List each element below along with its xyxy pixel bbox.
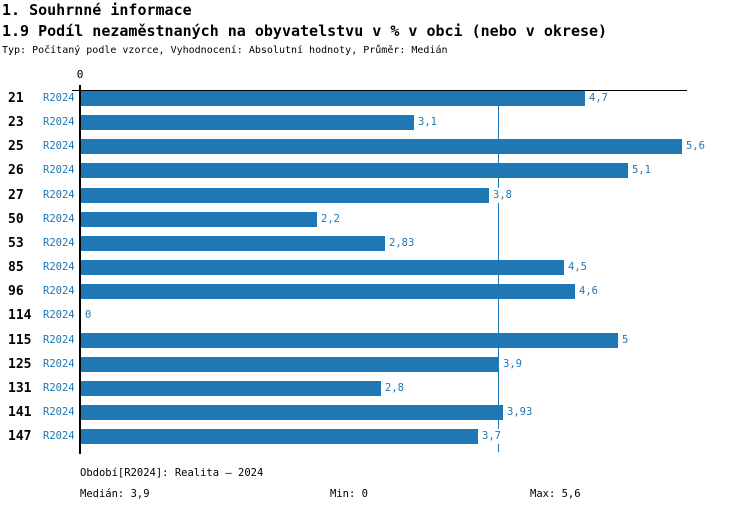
- period-tag: R2024: [43, 140, 75, 152]
- category-label: 96: [8, 284, 24, 299]
- bar: [81, 284, 575, 299]
- period-label: Období[R2024]: Realita – 2024: [80, 467, 264, 479]
- bar: [81, 139, 682, 154]
- bar-row: 96 R2024 4,6: [0, 284, 750, 299]
- category-label: 50: [8, 212, 24, 227]
- bar-row: 25 R2024 5,6: [0, 139, 750, 154]
- bar: [81, 260, 564, 275]
- bar-row: 23 R2024 3,1: [0, 115, 750, 130]
- bar-row: 141 R2024 3,93: [0, 405, 750, 420]
- x-axis-zero-label: 0: [76, 68, 84, 81]
- bar: [81, 115, 414, 130]
- category-label: 53: [8, 236, 24, 251]
- category-label: 25: [8, 139, 24, 154]
- bar-value-label: 5,1: [631, 163, 652, 178]
- chart-title: 1.9 Podíl nezaměstnaných na obyvatelstvu…: [2, 22, 608, 40]
- bar: [81, 405, 503, 420]
- bar: [81, 188, 489, 203]
- bar-value-label: 3,9: [502, 357, 523, 372]
- bar-value-label: 3,8: [492, 188, 513, 203]
- median-stat-label: Medián: 3,9: [80, 488, 150, 500]
- period-tag: R2024: [43, 213, 75, 225]
- period-tag: R2024: [43, 116, 75, 128]
- bar-row: 114 R2024 0: [0, 308, 750, 323]
- period-tag: R2024: [43, 285, 75, 297]
- category-label: 23: [8, 115, 24, 130]
- x-axis-line: [72, 90, 687, 91]
- y-axis-line: [79, 85, 81, 454]
- period-tag: R2024: [43, 237, 75, 249]
- bar-row: 26 R2024 5,1: [0, 163, 750, 178]
- bar-value-label: 2,2: [320, 212, 341, 227]
- category-label: 85: [8, 260, 24, 275]
- bar-value-label: 3,7: [481, 429, 502, 444]
- period-tag: R2024: [43, 358, 75, 370]
- period-tag: R2024: [43, 164, 75, 176]
- section-title: 1. Souhrnné informace: [2, 1, 192, 19]
- chart-meta-line: Typ: Počítaný podle vzorce, Vyhodnocení:…: [2, 45, 448, 56]
- bar-row: 21 R2024 4,7: [0, 91, 750, 106]
- bar-value-label: 5,6: [685, 139, 706, 154]
- category-label: 125: [8, 357, 32, 372]
- period-tag: R2024: [43, 406, 75, 418]
- period-tag: R2024: [43, 261, 75, 273]
- category-label: 115: [8, 333, 32, 348]
- bar-value-label: 5: [621, 333, 630, 348]
- bar-row: 50 R2024 2,2: [0, 212, 750, 227]
- bar: [81, 91, 585, 106]
- bar: [81, 212, 317, 227]
- bar-value-label: 2,83: [388, 236, 416, 251]
- max-stat-label: Max: 5,6: [530, 488, 581, 500]
- bar: [81, 163, 628, 178]
- bar-value-label: 4,7: [588, 91, 609, 106]
- min-stat-label: Min: 0: [330, 488, 368, 500]
- bar-row: 27 R2024 3,8: [0, 188, 750, 203]
- category-label: 114: [8, 308, 32, 323]
- bar: [81, 357, 499, 372]
- period-tag: R2024: [43, 334, 75, 346]
- bar-row: 115 R2024 5: [0, 333, 750, 348]
- category-label: 141: [8, 405, 32, 420]
- period-tag: R2024: [43, 382, 75, 394]
- bar-row: 85 R2024 4,5: [0, 260, 750, 275]
- bar-row: 53 R2024 2,83: [0, 236, 750, 251]
- bar-value-label: 4,5: [567, 260, 588, 275]
- category-label: 26: [8, 163, 24, 178]
- period-tag: R2024: [43, 92, 75, 104]
- bar-value-label: 3,93: [506, 405, 534, 420]
- bar: [81, 381, 381, 396]
- category-label: 21: [8, 91, 24, 106]
- bar-value-label: 3,1: [417, 115, 438, 130]
- category-label: 147: [8, 429, 32, 444]
- bar: [81, 333, 618, 348]
- bar-row: 147 R2024 3,7: [0, 429, 750, 444]
- bar-value-label: 2,8: [384, 381, 405, 396]
- period-tag: R2024: [43, 189, 75, 201]
- period-tag: R2024: [43, 309, 75, 321]
- category-label: 131: [8, 381, 32, 396]
- category-label: 27: [8, 188, 24, 203]
- period-tag: R2024: [43, 430, 75, 442]
- bar-row: 125 R2024 3,9: [0, 357, 750, 372]
- bar-row: 131 R2024 2,8: [0, 381, 750, 396]
- bar: [81, 236, 385, 251]
- bar-value-label: 0: [84, 308, 93, 323]
- bar-value-label: 4,6: [578, 284, 599, 299]
- bar: [81, 429, 478, 444]
